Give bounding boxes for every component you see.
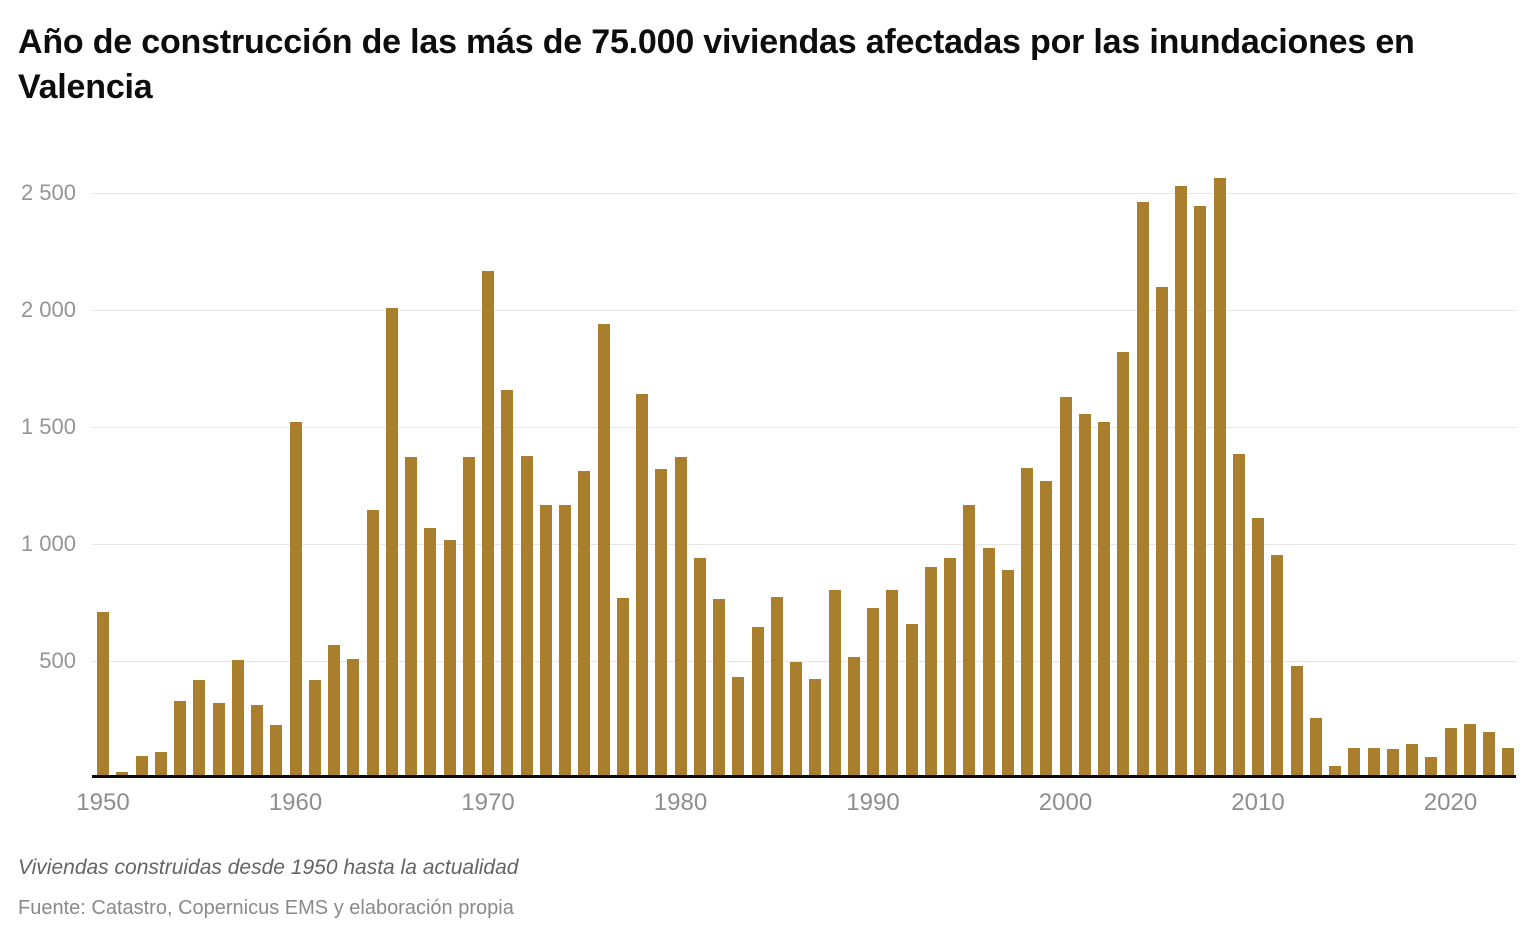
- bar-2011: [1271, 555, 1284, 778]
- bar-1992: [905, 624, 918, 778]
- bar-1995: [963, 505, 976, 778]
- bar-1979: [655, 469, 668, 778]
- bar-1981: [693, 558, 706, 778]
- bar-1982: [713, 599, 725, 778]
- bar-2016: [1367, 748, 1380, 778]
- bar-2019: [1425, 757, 1438, 778]
- x-axis-line: [92, 775, 1516, 778]
- bar-1993: [924, 567, 937, 778]
- gridline-500: [92, 661, 1516, 662]
- y-tick-label-1000: 1 000: [20, 531, 76, 556]
- bar-1983: [732, 677, 745, 778]
- bar-1967: [424, 528, 437, 778]
- bar-1984: [751, 627, 764, 778]
- chart-subtitle: Viviendas construidas desde 1950 hasta l…: [18, 856, 519, 879]
- bar-2005: [1155, 287, 1168, 778]
- bar-1987: [809, 679, 822, 778]
- bar-1956: [212, 703, 225, 778]
- x-tick-label-1980: 1980: [653, 789, 708, 816]
- x-tick-label-1970: 1970: [461, 789, 515, 816]
- bar-1998: [1021, 468, 1033, 778]
- gridline-1500: [92, 427, 1516, 428]
- bar-1950: [97, 612, 109, 778]
- x-tick-label-1990: 1990: [846, 789, 900, 816]
- bar-1999: [1040, 481, 1053, 778]
- chart-source: Fuente: Catastro, Copernicus EMS y elabo…: [18, 897, 514, 919]
- bar-1978: [636, 394, 648, 778]
- bar-1953: [154, 752, 167, 778]
- bar-2023: [1502, 748, 1515, 778]
- bar-1973: [539, 505, 552, 778]
- bar-1963: [347, 659, 360, 778]
- bar-1961: [308, 680, 321, 778]
- bar-1972: [520, 456, 533, 778]
- bar-2010: [1252, 518, 1264, 778]
- bar-2017: [1386, 749, 1399, 778]
- bar-1958: [251, 705, 263, 778]
- bar-2009: [1232, 454, 1245, 778]
- bar-1954: [174, 701, 186, 778]
- bar-1966: [405, 457, 417, 778]
- bar-2006: [1175, 186, 1187, 778]
- bar-2007: [1194, 206, 1207, 778]
- y-tick-label-500: 500: [39, 648, 76, 673]
- bar-2004: [1136, 202, 1149, 778]
- bar-2020: [1444, 728, 1457, 778]
- bar-1985: [770, 597, 783, 778]
- bar-1996: [982, 548, 995, 778]
- bar-1959: [270, 725, 283, 778]
- bar-1975: [578, 471, 591, 778]
- bar-1970: [482, 271, 494, 778]
- bar-2000: [1059, 397, 1072, 778]
- bar-1960: [289, 422, 302, 778]
- chart-title: Año de construcción de las más de 75.000…: [18, 23, 1415, 106]
- y-tick-label-1500: 1 500: [20, 414, 76, 439]
- bar-1976: [597, 324, 610, 778]
- x-tick-label-2020: 2020: [1423, 789, 1478, 816]
- bar-1957: [231, 660, 244, 778]
- bar-1989: [847, 657, 860, 778]
- bar-2001: [1078, 414, 1091, 778]
- bar-2008: [1213, 178, 1226, 778]
- bar-1994: [944, 558, 956, 778]
- bar-1997: [1001, 570, 1014, 778]
- x-tick-label-2000: 2000: [1038, 789, 1093, 816]
- bar-1974: [559, 505, 571, 778]
- y-tick-label-2500: 2 500: [20, 180, 76, 205]
- bar-1977: [616, 598, 629, 778]
- bar-1969: [462, 457, 475, 778]
- bar-1971: [501, 390, 514, 778]
- bar-2021: [1463, 724, 1476, 778]
- bar-1991: [886, 590, 899, 778]
- bar-2002: [1098, 422, 1110, 778]
- bar-1986: [790, 662, 802, 778]
- x-tick-label-1950: 1950: [76, 789, 130, 816]
- bar-2003: [1117, 352, 1130, 778]
- bar-1962: [328, 645, 340, 778]
- y-tick-label-2000: 2 000: [20, 297, 76, 322]
- bar-1968: [443, 540, 456, 778]
- bar-2012: [1290, 666, 1303, 778]
- bar-2018: [1406, 744, 1418, 778]
- gridline-2000: [92, 310, 1516, 311]
- bar-1988: [828, 590, 841, 778]
- gridline-1000: [92, 544, 1516, 545]
- bar-1952: [135, 756, 148, 778]
- bar-2015: [1348, 748, 1361, 778]
- bar-1955: [193, 680, 206, 778]
- bar-1980: [674, 457, 687, 778]
- gridline-2500: [92, 193, 1516, 194]
- bar-2013: [1309, 718, 1322, 778]
- bar-1990: [867, 608, 879, 778]
- bar-1964: [366, 510, 379, 778]
- x-tick-label-1960: 1960: [268, 789, 323, 816]
- x-tick-label-2010: 2010: [1231, 789, 1285, 816]
- bar-1965: [385, 308, 398, 778]
- bar-2022: [1483, 732, 1495, 778]
